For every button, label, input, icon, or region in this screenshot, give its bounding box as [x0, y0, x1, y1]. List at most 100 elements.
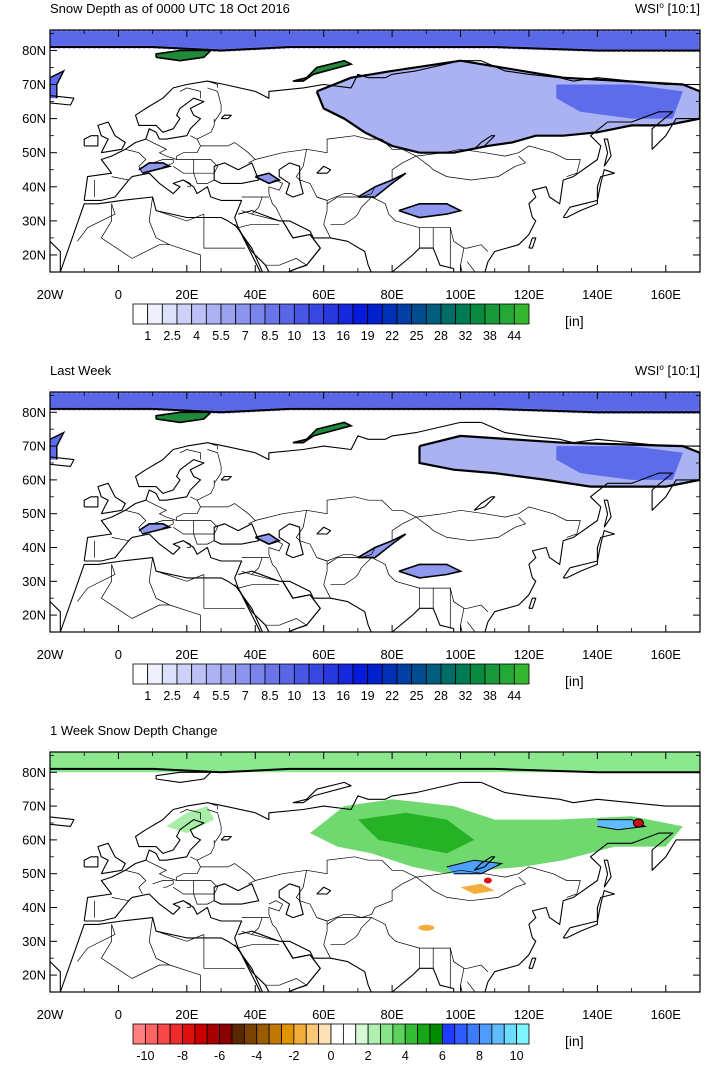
colorbar-cell: [249, 303, 266, 325]
lat-label: 30N: [22, 934, 46, 949]
country-border: [200, 142, 256, 164]
lat-label: 80N: [22, 43, 46, 58]
country-border: [100, 564, 201, 632]
colorbar-label: 13: [312, 689, 326, 703]
snow-field-arctic: [50, 392, 700, 413]
country-border: [467, 261, 476, 272]
colorbar-cell: [182, 1023, 196, 1045]
colorbar-cell: [161, 663, 178, 685]
lat-label: 60N: [22, 111, 46, 126]
lon-label: 0: [115, 1007, 122, 1022]
country-border: [415, 155, 527, 181]
country-border: [183, 179, 191, 188]
lat-label: 80N: [22, 765, 46, 780]
coastline: [83, 856, 99, 868]
country-border: [207, 87, 222, 123]
panel-title: Snow Depth as of 0000 UTC 18 Oct 2016: [50, 1, 290, 16]
coastline: [603, 499, 612, 528]
credit-label: WSIo [10:1]: [635, 363, 700, 378]
colorbar-cell: [454, 1023, 468, 1045]
change-spot-loss: [418, 924, 435, 931]
colorbar-cell: [466, 1023, 480, 1045]
lat-label: 20N: [22, 968, 46, 983]
country-border: [207, 442, 218, 450]
coastline: [562, 169, 616, 219]
colorbar-cell: [147, 303, 163, 325]
country-border: [111, 897, 129, 902]
country-border: [100, 203, 201, 272]
coastline: [473, 496, 496, 511]
country-border: [268, 900, 284, 912]
coastline: [220, 475, 232, 481]
snow-field-mountain: [254, 172, 282, 185]
colorbar-cell: [235, 663, 251, 685]
colorbar-cell: [441, 1023, 456, 1045]
snow-field-east: [556, 84, 683, 119]
colorbar-label: 1: [144, 329, 151, 343]
colorbar-label: 8.5: [261, 329, 278, 343]
colorbar-label: 32: [458, 689, 472, 703]
lon-label: 100E: [445, 287, 476, 302]
colorbar-label: 4: [193, 329, 200, 343]
lon-label: 140E: [582, 287, 613, 302]
country-border: [193, 880, 219, 895]
colorbar-label: 25: [410, 329, 424, 343]
colorbar-label: 8.5: [261, 689, 278, 703]
coastline: [292, 421, 352, 444]
colorbar-cell: [308, 663, 325, 685]
country-border: [295, 149, 417, 201]
coastline: [83, 496, 99, 508]
colorbar-cell: [499, 303, 515, 325]
colorbar-label: 19: [361, 689, 375, 703]
colorbar-label: 10: [287, 329, 301, 343]
coastline: [97, 482, 126, 515]
country-border: [241, 557, 263, 575]
lon-label: 20E: [175, 1007, 198, 1022]
lon-label: 100E: [445, 647, 476, 662]
colorbar-label: 16: [336, 689, 350, 703]
colorbar-label: -6: [214, 1049, 225, 1063]
lon-label: 20W: [37, 287, 64, 302]
colorbar-label: 4: [402, 1049, 409, 1063]
coastline: [83, 781, 700, 992]
lat-label: 70N: [22, 77, 46, 92]
colorbar-cell: [205, 663, 222, 685]
country-border: [148, 557, 170, 606]
map-frame: [49, 391, 701, 633]
country-border: [416, 866, 581, 898]
country-border: [326, 557, 373, 586]
colorbar-cell: [337, 303, 354, 325]
country-border: [268, 540, 284, 552]
change-field-scandinavia: [166, 806, 215, 834]
coastline: [278, 883, 304, 919]
lat-label: 40N: [22, 540, 46, 555]
colorbar-label: 25: [410, 689, 424, 703]
colorbar-cell: [161, 303, 178, 325]
coastline: [473, 135, 496, 150]
coastline: [50, 816, 75, 827]
colorbar-cell: [484, 303, 501, 325]
lon-label: 40E: [244, 647, 267, 662]
country-border: [193, 533, 215, 545]
colorbar-label: 7: [242, 689, 249, 703]
colorbar-label: 38: [483, 689, 497, 703]
country-border: [207, 80, 218, 88]
coastline: [97, 121, 126, 154]
map-area: [50, 752, 700, 992]
colorbar-label: 4: [193, 689, 200, 703]
lat-label: 50N: [22, 145, 46, 160]
colorbar-cell: [220, 663, 237, 685]
colorbar-cell: [205, 303, 222, 325]
colorbar-cell: [484, 663, 501, 685]
colorbar-cell: [337, 663, 354, 685]
coastline: [97, 842, 126, 875]
lat-label: 60N: [22, 472, 46, 487]
colorbar-label: 28: [434, 689, 448, 703]
country-border: [200, 503, 256, 525]
change-field-arctic: [50, 752, 700, 773]
coastline: [603, 138, 612, 167]
coastline: [83, 421, 700, 632]
country-border: [125, 509, 147, 535]
country-border: [316, 196, 331, 239]
